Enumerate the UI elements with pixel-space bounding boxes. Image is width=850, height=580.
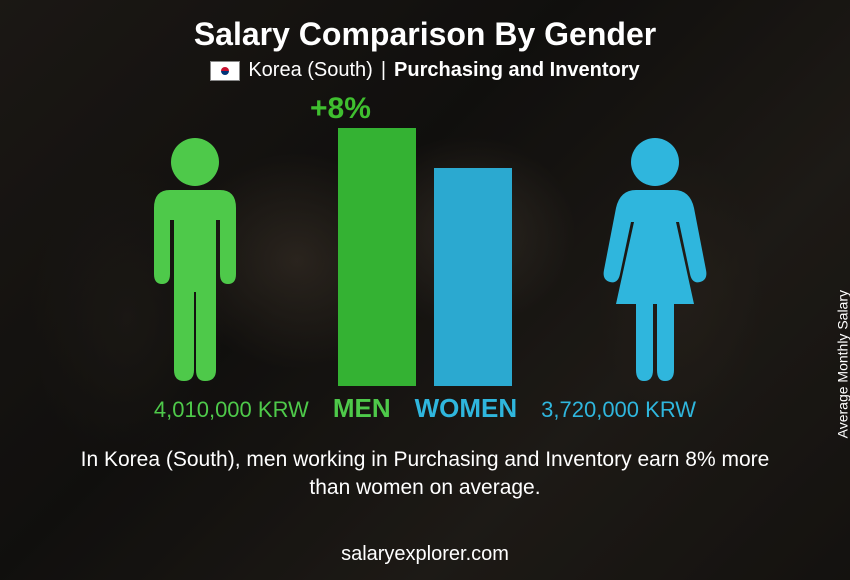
men-salary: 4,010,000 KRW [154, 397, 309, 423]
women-salary: 3,720,000 KRW [541, 397, 696, 423]
bar-women [434, 168, 512, 386]
pct-diff-label: +8% [310, 92, 371, 126]
flag-icon [210, 61, 240, 81]
woman-icon [590, 136, 720, 386]
category-label: Purchasing and Inventory [394, 59, 640, 82]
country-label: Korea (South) [248, 59, 373, 82]
page-title: Salary Comparison By Gender [0, 0, 850, 53]
men-label: MEN [333, 393, 391, 424]
women-label: WOMEN [415, 393, 518, 424]
y-axis-label: Average Monthly Salary [834, 290, 850, 438]
chart: +8% 4,010,000 KRW MEN [0, 92, 850, 442]
subtitle: Korea (South) | Purchasing and Inventory [0, 59, 850, 82]
footer-attribution: salaryexplorer.com [0, 543, 850, 566]
separator: | [381, 59, 386, 82]
bars [338, 128, 512, 386]
description: In Korea (South), men working in Purchas… [0, 442, 850, 503]
bar-men [338, 128, 416, 386]
label-row: 4,010,000 KRW MEN WOMEN 3,720,000 KRW [0, 393, 850, 424]
man-icon [130, 136, 260, 386]
